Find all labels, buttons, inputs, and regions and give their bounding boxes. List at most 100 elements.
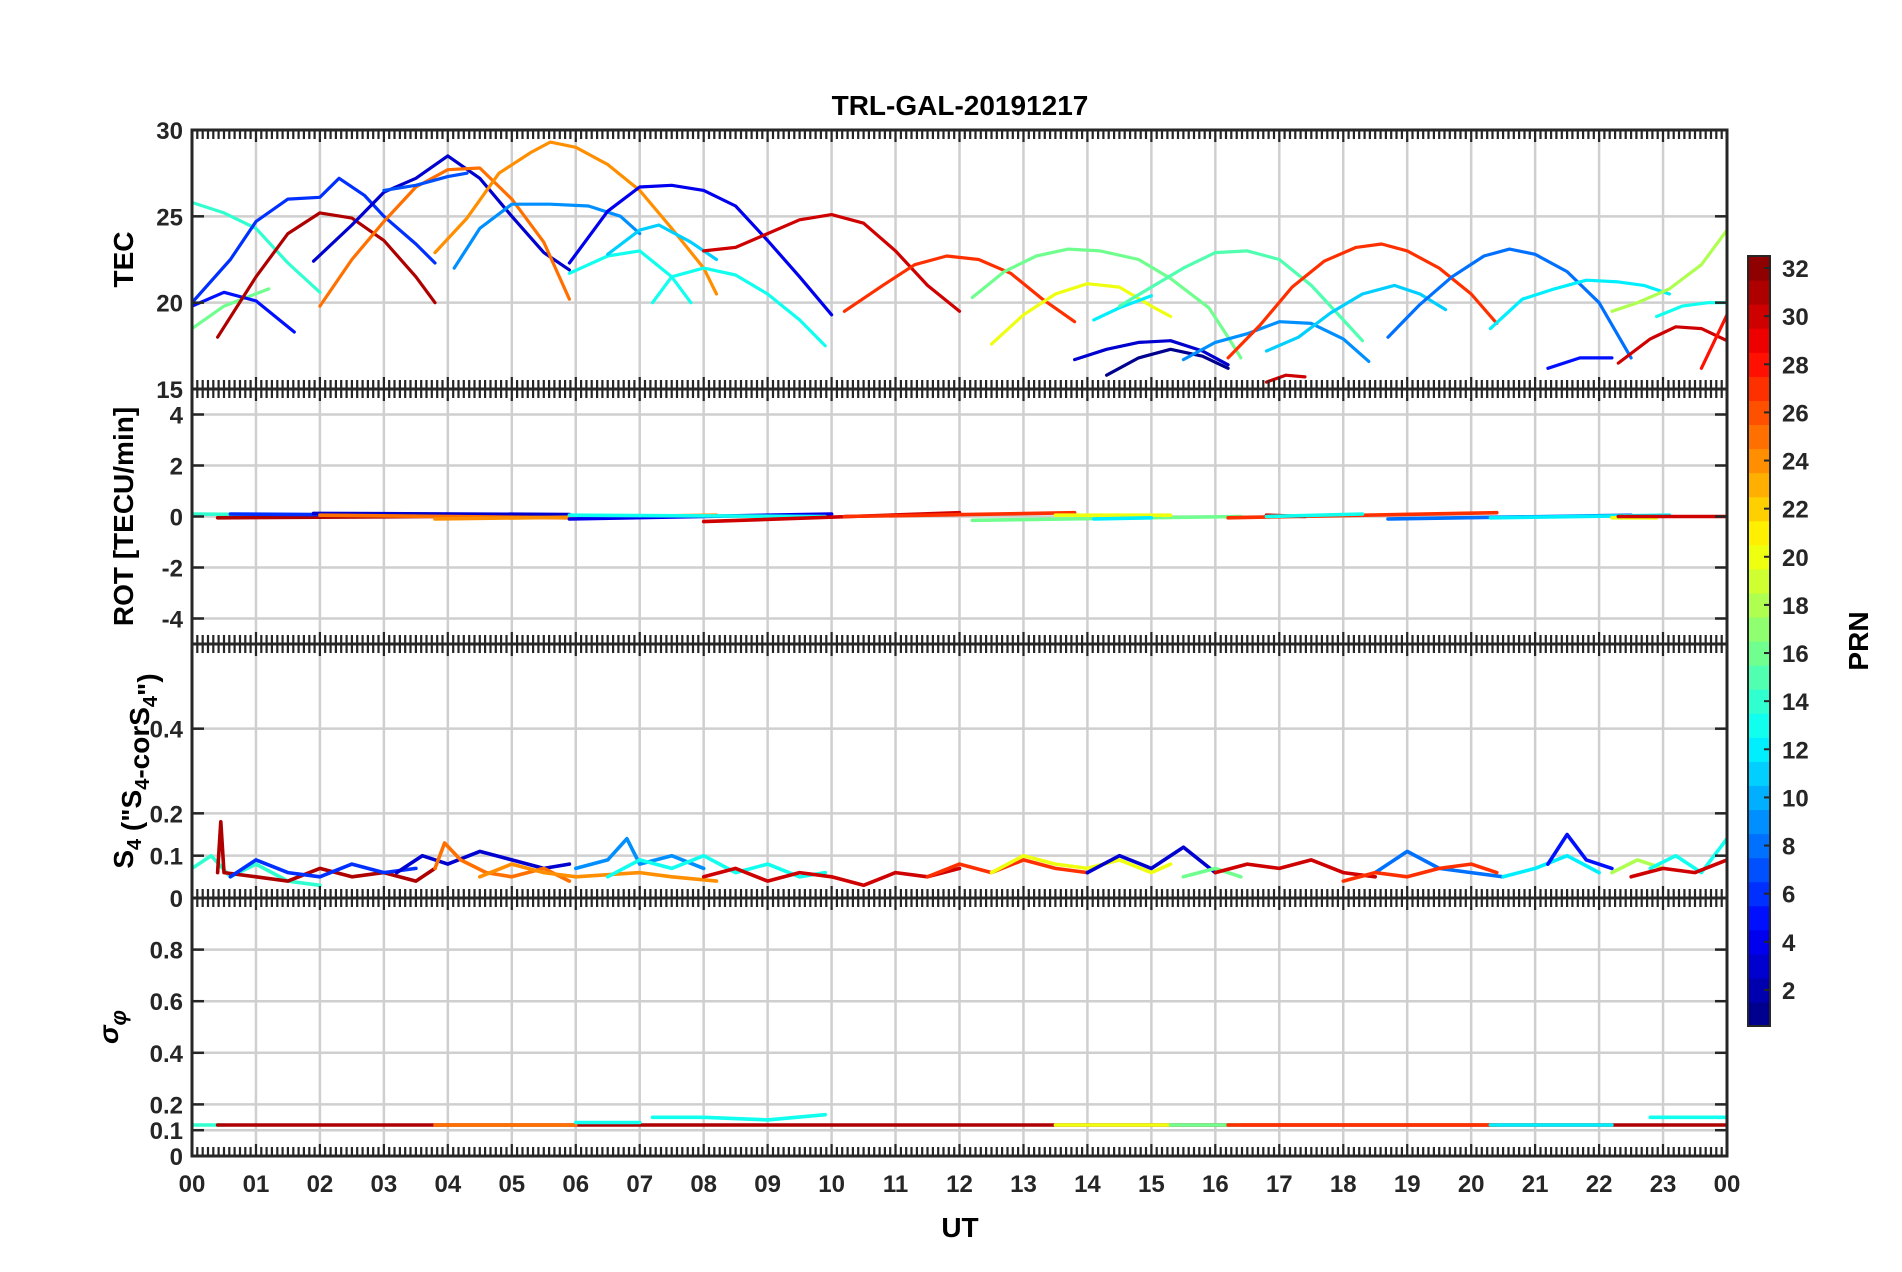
colorbar-segment (1748, 280, 1770, 305)
colorbar-segment (1748, 953, 1770, 979)
series-prn-8 (1386, 247, 1633, 360)
x-axis-title: UT (941, 1212, 978, 1243)
y-axis-title-rot: ROT [TECU/min] (108, 407, 139, 626)
series-prn-11 (606, 223, 719, 262)
colorbar-frame (1747, 255, 1771, 1027)
y-tick-label: 25 (156, 204, 183, 231)
series-prn-24 (478, 862, 719, 883)
y-tick-label: 4 (170, 403, 184, 430)
series-group-s4 (192, 820, 1727, 888)
y-tick-label: 30 (156, 118, 183, 145)
series-prn-12 (1092, 516, 1154, 521)
x-tick-label: 13 (1010, 1171, 1037, 1198)
colorbar-tick-label: 22 (1782, 497, 1809, 524)
series-prn-11 (1264, 283, 1448, 353)
colorbar-tick-label: 4 (1782, 930, 1796, 957)
series-prn-30 (1616, 325, 1727, 365)
x-tick-label: 10 (818, 1171, 845, 1198)
series-prn-27 (925, 858, 1090, 879)
colorbar-label: PRN (1843, 611, 1874, 670)
colorbar-tick-label: 28 (1782, 352, 1809, 379)
series-prn-4 (567, 183, 834, 317)
y-tick-label: 0.8 (150, 938, 183, 965)
colorbar-segment (1748, 304, 1770, 329)
series-prn-25 (318, 166, 571, 308)
y-axis-title-tec: TEC (108, 232, 139, 288)
series-prn-5 (1546, 832, 1614, 871)
series-prn-13 (1648, 836, 1727, 875)
colorbar-segment (1748, 689, 1770, 714)
x-tick-label: 12 (946, 1171, 973, 1198)
series-prn-30 (1264, 373, 1307, 384)
series-prn-18 (1610, 228, 1727, 313)
series-prn-28 (1699, 313, 1727, 370)
colorbar-segment (1748, 472, 1770, 498)
series-group-sigma (192, 1112, 1727, 1127)
series-prn-31 (216, 211, 437, 339)
colorbar-segment (1748, 641, 1770, 666)
x-tick-labels: 00 01 02 03 04 05 06 07 08 09 10 11 12 13 14 15 16 17 18 19… (179, 1171, 1741, 1198)
series-prn-20 (989, 853, 1173, 875)
series-prn-12 (1092, 294, 1153, 322)
x-tick-label: 11 (883, 1171, 908, 1198)
panel-tec: 15 20 25 30 TEC (108, 118, 1729, 404)
x-tick-label: 08 (690, 1171, 717, 1198)
x-tick-label: 20 (1458, 1171, 1485, 1198)
y-tick-label: 0 (170, 886, 183, 913)
series-prn-13 (650, 1112, 827, 1122)
colorbar-segment (1748, 833, 1770, 859)
colorbar-segment (1748, 352, 1770, 377)
series-prn-3 (311, 511, 572, 517)
series-prn-9 (574, 836, 706, 871)
panel-s4: 0 0.1 0.2 0.4S4 ("S4-corS4") (108, 642, 1729, 913)
colorbar-segment (1748, 785, 1770, 811)
x-tick-label: 16 (1202, 1171, 1229, 1198)
colorbar-segment (1748, 256, 1770, 281)
panel-sigma: 00.10.2 0.4 0.6 0.8 σφ (93, 896, 1729, 1171)
grid-s4 (192, 644, 1727, 898)
series-prn-5 (1546, 356, 1614, 370)
colorbar-segment (1748, 665, 1770, 690)
series-group-rot (192, 510, 1727, 524)
series-prn-16 (970, 247, 1243, 360)
ticks-tec: 15 20 25 30 (156, 118, 1729, 404)
y-tick-label: 0.1 (150, 844, 183, 871)
x-tick-label: 23 (1650, 1171, 1677, 1198)
colorbar-segment (1748, 400, 1770, 426)
series-prn-9 (452, 202, 642, 270)
colorbar-segment (1748, 713, 1770, 738)
colorbar-segment (1748, 929, 1770, 955)
series-prn-13 (567, 513, 827, 519)
x-tick-label: 02 (307, 1171, 334, 1198)
colorbar-segment (1748, 616, 1770, 642)
series-prn-3 (1085, 845, 1218, 875)
colorbar-segment (1748, 520, 1770, 546)
y-tick-label: 2 (170, 454, 183, 481)
series-prn-31 (215, 820, 437, 883)
series-prn-30 (701, 866, 962, 888)
y-tick-label: 0.2 (150, 801, 183, 828)
series-prn-5 (192, 290, 296, 334)
x-tick-label: 00 (1714, 1171, 1741, 1198)
x-tick-label: 14 (1074, 1171, 1101, 1198)
series-prn-13 (1264, 512, 1365, 519)
grid-tec (192, 130, 1727, 389)
colorbar-tick-label: 14 (1782, 689, 1809, 716)
y-tick-label: 0.4 (150, 1041, 184, 1068)
colorbar-segment (1748, 544, 1770, 570)
x-tick-label: 21 (1522, 1171, 1549, 1198)
series-prn-16 (192, 287, 271, 331)
panel-rot: -4 -2 0 2 4 ROT [TECU/min] (108, 387, 1729, 646)
colorbar-tick-label: 12 (1782, 737, 1809, 764)
colorbar-tick-label: 18 (1782, 593, 1809, 620)
x-tick-label: 22 (1586, 1171, 1613, 1198)
colorbar-tick-label: 32 (1782, 256, 1809, 283)
colorbar-tick-label: 6 (1782, 882, 1795, 909)
series-group-tec (192, 140, 1727, 384)
colorbar-segment (1748, 448, 1770, 474)
colorbar-tick-label: 20 (1782, 545, 1809, 572)
colorbar-segment (1748, 881, 1770, 907)
y-tick-label: 0 (170, 1144, 183, 1171)
y-tick-label: 20 (156, 291, 183, 318)
